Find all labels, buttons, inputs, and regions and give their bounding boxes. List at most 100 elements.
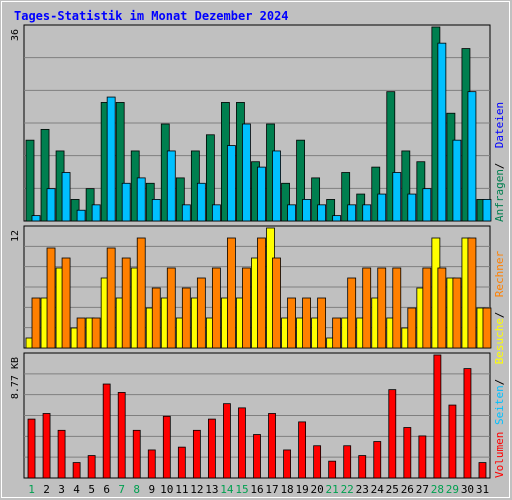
bar-volumen bbox=[343, 445, 352, 479]
bar-rechner bbox=[46, 247, 56, 349]
day-label: 15 bbox=[235, 483, 248, 496]
day-label: 18 bbox=[280, 483, 293, 496]
bar-dateien bbox=[272, 150, 281, 222]
panel-top bbox=[23, 24, 492, 222]
legend-volumen: Volumen bbox=[493, 432, 506, 478]
bar-volumen bbox=[208, 418, 216, 479]
legend-separator: / bbox=[493, 163, 506, 170]
bar-volumen bbox=[388, 389, 397, 479]
day-label: 1 bbox=[28, 483, 35, 496]
day-label: 8 bbox=[133, 483, 140, 496]
bar-rechner bbox=[76, 317, 86, 349]
bar-dateien bbox=[61, 172, 71, 222]
bar-anfragen bbox=[341, 172, 351, 222]
bar-volumen bbox=[433, 354, 442, 479]
bar-volumen bbox=[313, 445, 322, 479]
legend-requests: Anfragen / Dateien bbox=[493, 102, 506, 222]
bar-dateien bbox=[377, 193, 387, 222]
day-label: 17 bbox=[265, 483, 278, 496]
bar-dateien bbox=[317, 204, 327, 222]
day-label: 16 bbox=[250, 483, 263, 496]
day-label: 28 bbox=[431, 483, 444, 496]
bar-dateien bbox=[242, 123, 251, 222]
bar-dateien bbox=[121, 182, 131, 222]
day-label: 4 bbox=[73, 483, 80, 496]
day-label: 7 bbox=[118, 483, 125, 496]
bar-anfragen bbox=[386, 91, 396, 222]
series-dateien bbox=[31, 42, 492, 222]
day-label: 25 bbox=[386, 483, 399, 496]
bar-volumen bbox=[132, 429, 141, 479]
series-rechner bbox=[31, 237, 492, 349]
bar-rechner bbox=[151, 287, 161, 349]
bar-volumen bbox=[57, 429, 66, 479]
bar-dateien bbox=[482, 199, 492, 222]
day-label: 10 bbox=[160, 483, 173, 496]
legend-visits: Seiten / Besuche / Rechner bbox=[493, 250, 506, 425]
day-label: 14 bbox=[220, 483, 234, 496]
bar-dateien bbox=[227, 145, 236, 222]
bar-rechner bbox=[467, 237, 477, 349]
bar-dateien bbox=[347, 204, 357, 222]
bar-rechner bbox=[482, 307, 492, 349]
legend-item: Volumen bbox=[493, 432, 506, 478]
day-label: 6 bbox=[103, 483, 110, 496]
legend-item: Seiten bbox=[493, 385, 506, 425]
day-label: 31 bbox=[476, 483, 489, 496]
bar-rechner bbox=[422, 267, 432, 349]
series-volumen bbox=[27, 354, 487, 479]
bar-dateien bbox=[31, 215, 41, 222]
panel-middle bbox=[23, 225, 492, 349]
legend-item: Besuche bbox=[493, 318, 506, 364]
bar-dateien bbox=[467, 91, 477, 222]
bar-rechner bbox=[392, 267, 402, 349]
bar-rechner bbox=[211, 267, 221, 349]
day-label: 19 bbox=[295, 483, 308, 496]
day-label: 29 bbox=[446, 483, 459, 496]
bar-dateien bbox=[166, 150, 176, 222]
day-label: 22 bbox=[341, 483, 354, 496]
bar-dateien bbox=[452, 139, 462, 222]
legend-separator: / bbox=[493, 312, 506, 319]
bar-dateien bbox=[151, 199, 161, 222]
bar-rechner bbox=[347, 277, 357, 349]
bar-dateien bbox=[407, 193, 417, 222]
bar-rechner bbox=[362, 267, 372, 349]
bar-volumen bbox=[283, 449, 291, 479]
bar-volumen bbox=[72, 462, 81, 479]
bar-rechner bbox=[272, 257, 281, 349]
bar-volumen bbox=[147, 449, 156, 479]
day-label: 23 bbox=[356, 483, 369, 496]
day-label: 9 bbox=[148, 483, 155, 496]
bar-dateien bbox=[76, 209, 86, 222]
panel-bottom bbox=[23, 352, 491, 479]
day-label: 21 bbox=[326, 483, 339, 496]
bar-volumen bbox=[223, 403, 231, 479]
y-axis-max-label: 8.77 KB bbox=[10, 357, 21, 399]
bar-rechner bbox=[407, 307, 417, 349]
bar-dateien bbox=[287, 204, 296, 222]
bar-volumen bbox=[478, 462, 487, 479]
bar-anfragen bbox=[175, 177, 185, 222]
bar-volumen bbox=[87, 455, 96, 479]
day-label: 5 bbox=[88, 483, 95, 496]
bar-volumen bbox=[268, 413, 276, 479]
bar-rechner bbox=[61, 257, 71, 349]
bar-volumen bbox=[358, 455, 367, 479]
chart-title: Tages-Statistik im Monat Dezember 2024 bbox=[14, 9, 289, 23]
bar-anfragen bbox=[326, 199, 336, 222]
day-label: 30 bbox=[461, 483, 474, 496]
bar-anfragen bbox=[40, 128, 50, 222]
bar-volumen bbox=[328, 460, 337, 479]
day-label: 11 bbox=[175, 483, 188, 496]
bar-volumen bbox=[298, 421, 306, 479]
bar-volumen bbox=[177, 446, 186, 479]
bar-rechner bbox=[452, 277, 462, 349]
bar-dateien bbox=[257, 166, 266, 222]
bar-volumen bbox=[238, 407, 246, 479]
bar-volumen bbox=[403, 427, 412, 479]
bar-dateien bbox=[302, 199, 311, 222]
bar-rechner bbox=[437, 267, 447, 349]
